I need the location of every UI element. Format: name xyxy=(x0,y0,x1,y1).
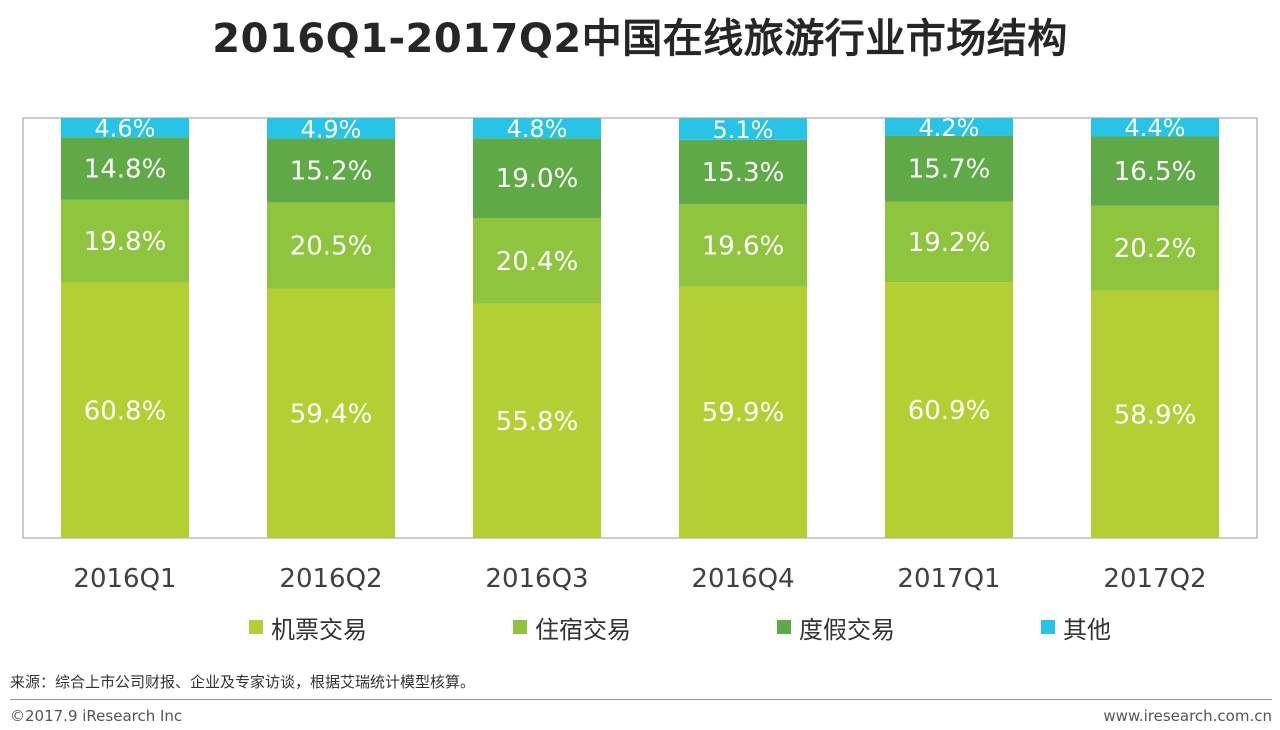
bar-segment-airfare-2016Q4 xyxy=(679,286,807,538)
bar-segment-vacation-2016Q1 xyxy=(61,137,189,200)
bar-segment-hotel-2017Q2 xyxy=(1091,205,1219,291)
bar-segment-airfare-2016Q1 xyxy=(61,282,189,538)
legend-swatch-hotel xyxy=(513,620,527,634)
footer-divider xyxy=(10,699,1272,700)
bar-segment-other-2016Q4 xyxy=(679,118,807,140)
x-tick-label-2016Q3: 2016Q3 xyxy=(485,564,588,594)
copyright-text: ©2017.9 iResearch Inc xyxy=(10,707,183,725)
data-label-hotel-2016Q2: 20.5% xyxy=(290,231,373,261)
x-tick-label-2016Q1: 2016Q1 xyxy=(73,564,176,594)
bar-segment-other-2016Q1 xyxy=(61,118,189,138)
data-label-vacation-2017Q2: 16.5% xyxy=(1114,157,1197,187)
stacked-bar-chart: 60.8% 19.8% 14.8% 4.6% 59.4% 20.5% 15.2% 4.9% 55… xyxy=(22,114,1258,594)
data-label-hotel-2016Q4: 19.6% xyxy=(702,231,785,261)
bar-segment-vacation-2016Q2 xyxy=(267,138,395,203)
x-axis-tick-labels: 2016Q1 2016Q2 2016Q3 2016Q4 2017Q1 2017Q2 xyxy=(73,564,1206,594)
bar-segment-other-2016Q3 xyxy=(473,118,601,139)
bar-segment-hotel-2016Q2 xyxy=(267,202,395,289)
data-label-hotel-2017Q2: 20.2% xyxy=(1114,234,1197,264)
legend-item-hotel: 住宿交易 xyxy=(513,612,631,644)
plot-area-border xyxy=(22,117,1258,539)
bar-segment-vacation-2016Q4 xyxy=(679,139,807,205)
data-label-other-2016Q2: 4.9% xyxy=(301,115,362,143)
data-label-vacation-2016Q4: 15.3% xyxy=(702,158,785,188)
bar-segment-hotel-2016Q4 xyxy=(679,204,807,287)
legend-label-hotel: 住宿交易 xyxy=(535,615,631,644)
data-label-other-2016Q1: 4.6% xyxy=(95,115,156,143)
x-tick-label-2017Q2: 2017Q2 xyxy=(1103,564,1206,594)
bar-segment-vacation-2017Q1 xyxy=(885,135,1013,202)
legend-label-vacation: 度假交易 xyxy=(799,615,895,644)
x-tick-label-2016Q2: 2016Q2 xyxy=(279,564,382,594)
data-label-other-2017Q1: 4.2% xyxy=(919,114,980,142)
data-label-airfare-2016Q2: 59.4% xyxy=(290,399,373,429)
bar-segment-hotel-2017Q1 xyxy=(885,201,1013,283)
bar-segment-airfare-2017Q2 xyxy=(1091,290,1219,538)
data-label-vacation-2017Q1: 15.7% xyxy=(908,155,991,185)
legend-swatch-vacation xyxy=(777,620,791,634)
data-label-vacation-2016Q1: 14.8% xyxy=(84,154,167,184)
data-label-vacation-2016Q3: 19.0% xyxy=(496,164,579,194)
legend-item-vacation: 度假交易 xyxy=(777,612,895,644)
data-label-other-2016Q3: 4.8% xyxy=(507,115,568,143)
bar-segment-hotel-2016Q1 xyxy=(61,199,189,283)
legend-swatch-airfare xyxy=(249,620,263,634)
bar-segment-other-2017Q2 xyxy=(1091,118,1219,137)
bar-segment-other-2017Q1 xyxy=(885,118,1013,136)
data-label-vacation-2016Q2: 15.2% xyxy=(290,157,373,187)
data-label-airfare-2016Q3: 55.8% xyxy=(496,407,579,437)
data-label-other-2017Q2: 4.4% xyxy=(1125,114,1186,142)
legend-item-other: 其他 xyxy=(1041,612,1111,644)
bars-layer xyxy=(61,118,1219,538)
data-label-hotel-2016Q1: 19.8% xyxy=(84,227,167,257)
data-label-hotel-2016Q3: 20.4% xyxy=(496,247,579,277)
bar-segment-airfare-2016Q2 xyxy=(267,288,395,538)
bar-segment-other-2016Q2 xyxy=(267,118,395,139)
bar-segment-vacation-2017Q2 xyxy=(1091,136,1219,206)
data-label-other-2016Q4: 5.1% xyxy=(713,116,774,144)
bar-segment-vacation-2016Q3 xyxy=(473,138,601,218)
legend-item-airfare: 机票交易 xyxy=(249,612,367,644)
data-label-hotel-2017Q1: 19.2% xyxy=(908,228,991,258)
bar-segment-airfare-2016Q3 xyxy=(473,303,601,538)
chart-title: 2016Q1-2017Q2中国在线旅游行业市场结构 xyxy=(212,16,1068,62)
data-label-airfare-2017Q2: 58.9% xyxy=(1114,400,1197,430)
source-note: 来源：综合上市公司财报、企业及专家访谈，根据艾瑞统计模型核算。 xyxy=(10,673,476,691)
labels-layer: 60.8% 19.8% 14.8% 4.6% 59.4% 20.5% 15.2% 4.9% 55… xyxy=(84,114,1197,437)
bar-segment-airfare-2017Q1 xyxy=(885,282,1013,538)
legend-label-other: 其他 xyxy=(1063,615,1111,644)
x-tick-label-2017Q1: 2017Q1 xyxy=(897,564,1000,594)
data-label-airfare-2016Q1: 60.8% xyxy=(84,396,167,426)
website-link[interactable]: www.iresearch.com.cn xyxy=(1103,707,1272,725)
legend-swatch-other xyxy=(1041,620,1055,634)
data-label-airfare-2017Q1: 60.9% xyxy=(908,396,991,426)
x-tick-label-2016Q4: 2016Q4 xyxy=(691,564,794,594)
data-label-airfare-2016Q4: 59.9% xyxy=(702,398,785,428)
bar-segment-hotel-2016Q3 xyxy=(473,217,601,304)
legend-label-airfare: 机票交易 xyxy=(271,615,367,644)
